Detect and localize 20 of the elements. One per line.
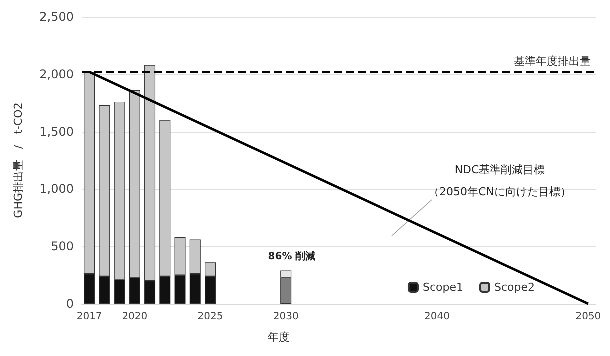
x-tick-label: 2030 (273, 312, 299, 322)
legend-label: Scope1 (422, 281, 464, 294)
ref-line-label: 基準年度排出量 (514, 55, 591, 68)
y-tick-label: 500 (51, 240, 74, 254)
y-tick-label: 2,000 (40, 67, 74, 82)
y-tick-label: 2,500 (40, 10, 74, 24)
x-tick-label: 2050 (576, 312, 602, 322)
x-tick-label: 2040 (424, 312, 450, 322)
x-tick-label: 2025 (198, 312, 224, 322)
annotation: （2050年CNに向けた目標） (428, 186, 572, 198)
y-axis-title: GHG排出量 / t-CO2 (12, 102, 25, 218)
annotation: NDC基準削減目標 (454, 164, 546, 176)
x-tick-label: 2020 (122, 312, 148, 322)
annotation: 86% 削減 (268, 250, 316, 262)
y-tick-label: 1,000 (40, 182, 74, 196)
legend-label: Scope2 (494, 281, 536, 294)
y-tick-label: 0 (66, 297, 74, 311)
x-axis-title: 年度 (268, 331, 290, 344)
y-tick-label: 1,500 (40, 124, 74, 139)
x-tick-label: 2017 (76, 312, 102, 322)
